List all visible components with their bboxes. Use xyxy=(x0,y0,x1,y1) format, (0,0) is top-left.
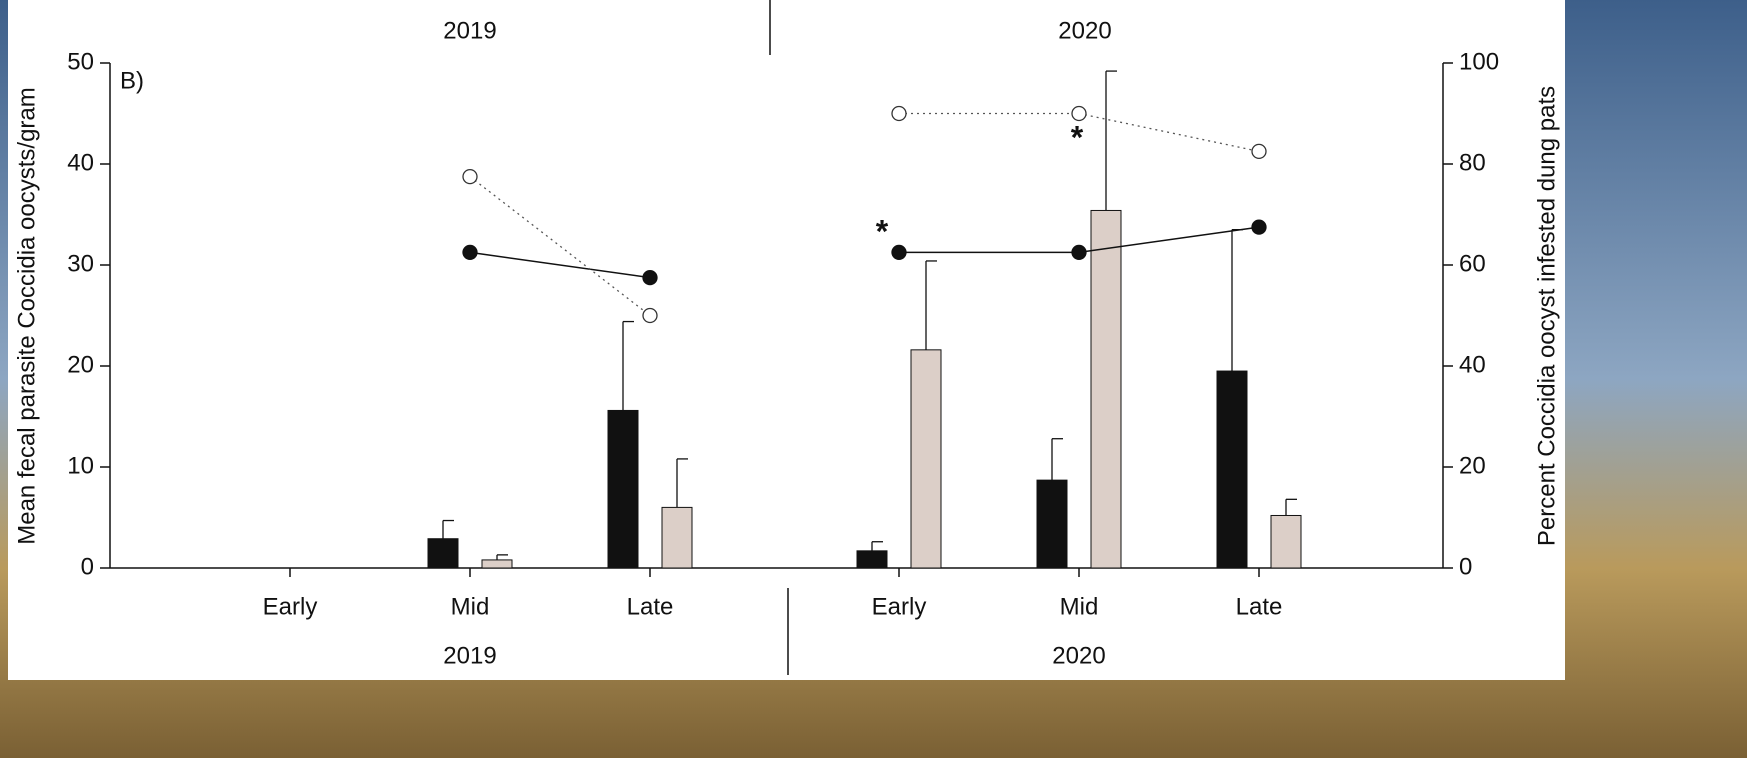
marker xyxy=(891,244,907,261)
y2-tick-label: 40 xyxy=(1459,351,1486,378)
x-tick-label: Early xyxy=(263,593,318,620)
bar xyxy=(910,349,942,569)
error-bar xyxy=(1105,70,1117,211)
y2-tick-label: 60 xyxy=(1459,250,1486,277)
marker xyxy=(1071,105,1087,122)
group-label: 2020 xyxy=(1052,642,1105,669)
marker xyxy=(462,244,478,261)
marker xyxy=(642,269,658,286)
y-tick-label: 10 xyxy=(67,452,94,479)
group-label: 2019 xyxy=(443,642,496,669)
y2-tick-label: 80 xyxy=(1459,149,1486,176)
bar xyxy=(1270,514,1302,569)
y2-tick-label: 100 xyxy=(1459,48,1499,75)
marker xyxy=(891,105,907,122)
x-tick-label: Late xyxy=(627,593,674,620)
bar xyxy=(481,559,513,569)
marker xyxy=(1251,143,1267,160)
bar xyxy=(1090,209,1122,569)
y2-axis-title: Percent Coccidia oocyst infested dung pa… xyxy=(1533,86,1560,546)
y-tick-label: 50 xyxy=(67,48,94,75)
y-tick-label: 40 xyxy=(67,149,94,176)
bar xyxy=(661,506,693,569)
y-tick-label: 20 xyxy=(67,351,94,378)
group-top-label: 2020 xyxy=(1058,17,1111,44)
marker xyxy=(462,168,478,185)
bar xyxy=(607,409,639,569)
x-tick-label: Late xyxy=(1236,593,1283,620)
panel-label: B) xyxy=(120,67,144,94)
line xyxy=(469,176,651,317)
marker xyxy=(1071,244,1087,261)
y-tick-label: 0 xyxy=(81,553,94,580)
error-bar xyxy=(496,554,508,560)
x-tick-label: Early xyxy=(872,593,927,620)
annotation: * xyxy=(1071,119,1084,155)
annotation: * xyxy=(876,213,889,249)
x-tick-label: Mid xyxy=(1060,593,1099,620)
panel xyxy=(8,0,1565,680)
bar xyxy=(1036,479,1068,569)
error-bar xyxy=(1051,438,1063,481)
marker xyxy=(642,307,658,324)
y-axis-title: Mean fecal parasite Coccidia oocysts/gra… xyxy=(13,87,40,545)
bar xyxy=(427,538,459,569)
bar xyxy=(856,550,888,569)
x-tick-label: Mid xyxy=(451,593,490,620)
y2-tick-label: 0 xyxy=(1459,553,1472,580)
error-bar xyxy=(622,320,634,411)
error-bar xyxy=(442,519,454,539)
error-bar xyxy=(1285,498,1297,516)
group-top-label: 2019 xyxy=(443,17,496,44)
error-bar xyxy=(871,541,883,551)
error-bar xyxy=(676,458,688,508)
bar xyxy=(1216,370,1248,569)
y2-tick-label: 20 xyxy=(1459,452,1486,479)
line xyxy=(469,251,651,279)
marker xyxy=(1251,219,1267,235)
y-tick-label: 30 xyxy=(67,250,94,277)
error-bar xyxy=(925,260,937,350)
